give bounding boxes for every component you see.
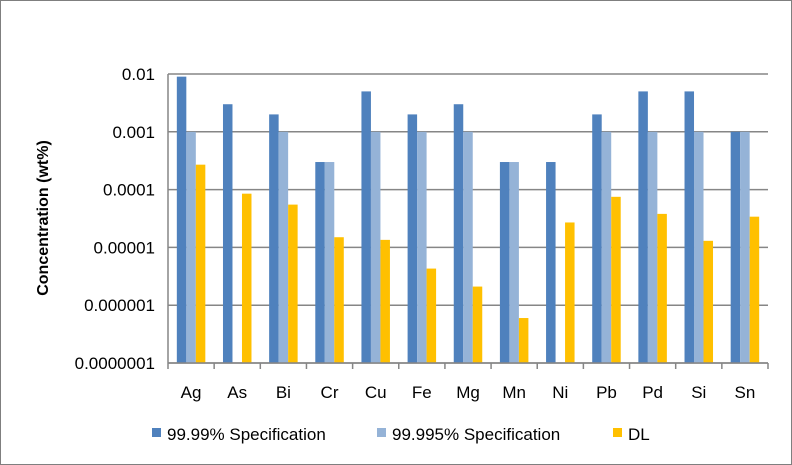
legend-item: 99.99% Specification: [152, 425, 326, 444]
bar-ag-series-1: [176, 76, 187, 364]
bar-fe-series-1: [407, 114, 418, 363]
y-tick-label: 0.00001: [94, 238, 155, 257]
legend-label: 99.99% Specification: [167, 425, 326, 444]
bar-cr-series-1: [315, 162, 325, 363]
legend-label: DL: [628, 425, 650, 444]
bar-si-series-3: [703, 240, 714, 363]
bar-fe-series-3: [426, 268, 437, 363]
bar-cu-series-2: [370, 131, 381, 363]
bar-ag-series-2: [186, 131, 196, 363]
bar-mg-series-1: [453, 104, 464, 364]
bar-si-series-1: [684, 91, 695, 363]
bar-pb-series-1: [592, 114, 602, 363]
y-tick-label: 0.0001: [103, 181, 155, 200]
bar-mg-series-2: [463, 131, 473, 363]
bar-cu-series-1: [361, 91, 371, 363]
x-tick-label: Ni: [552, 383, 568, 402]
bar-sn-series-3: [749, 216, 760, 363]
bar-pd-series-2: [647, 131, 658, 363]
y-tick-label: 0.001: [112, 123, 155, 142]
x-tick-label: Bi: [276, 383, 291, 402]
bar-cr-series-2: [324, 162, 335, 363]
legend-label: 99.995% Specification: [392, 425, 560, 444]
x-axis-categories: Ag As Bi Cr Cu Fe Mg Mn Ni Pb Pd Si Sn: [181, 383, 756, 402]
bar-pb-series-2: [601, 131, 612, 363]
axes: [167, 74, 769, 369]
bar-cu-series-3: [380, 239, 390, 363]
bar-ni-series-3: [565, 222, 575, 363]
bar-as-series-3: [241, 193, 252, 363]
x-tick-label: Pb: [596, 383, 617, 402]
y-tick-label: 0.0000001: [75, 354, 155, 373]
legend-item: DL: [613, 425, 650, 444]
bar-ni-series-1: [546, 162, 556, 363]
legend-swatch: [152, 428, 161, 437]
legend-item: 99.995% Specification: [377, 425, 560, 444]
bar-mg-series-3: [472, 286, 483, 363]
bar-mn-series-1: [499, 162, 510, 363]
x-tick-label: As: [227, 383, 247, 402]
bars: [176, 76, 760, 364]
bar-mn-series-2: [509, 162, 519, 363]
x-tick-label: Si: [691, 383, 706, 402]
legend: 99.99% Specification 99.995% Specificatio…: [152, 425, 650, 444]
bar-pd-series-3: [657, 213, 667, 363]
x-tick-label: Fe: [412, 383, 432, 402]
bar-bi-series-1: [269, 114, 279, 363]
bar-bi-series-3: [288, 204, 298, 363]
bar-sn-series-2: [740, 131, 750, 363]
y-axis-ticks: 0.0000001 0.000001 0.00001 0.0001 0.001 0.01: [75, 65, 155, 373]
x-tick-label: Cu: [365, 383, 387, 402]
y-tick-label: 0.000001: [84, 296, 155, 315]
bar-as-series-1: [222, 104, 233, 364]
legend-swatch: [377, 428, 386, 437]
bar-ag-series-3: [195, 164, 206, 363]
x-tick-label: Sn: [735, 383, 756, 402]
bar-cr-series-3: [334, 237, 344, 363]
bar-fe-series-2: [417, 131, 427, 363]
y-axis-title: Concentration (wt%): [35, 140, 52, 296]
legend-swatch: [613, 428, 622, 437]
x-tick-label: Mg: [456, 383, 480, 402]
x-tick-label: Cr: [321, 383, 339, 402]
x-tick-label: Mn: [502, 383, 526, 402]
bar-mn-series-3: [518, 318, 529, 363]
bar-si-series-2: [694, 131, 704, 363]
y-tick-label: 0.01: [122, 65, 155, 84]
x-tick-label: Ag: [181, 383, 202, 402]
bar-sn-series-1: [730, 131, 741, 363]
x-tick-label: Pd: [642, 383, 663, 402]
bar-pb-series-3: [611, 196, 621, 363]
bar-pd-series-1: [638, 91, 648, 363]
bar-bi-series-2: [278, 131, 289, 363]
